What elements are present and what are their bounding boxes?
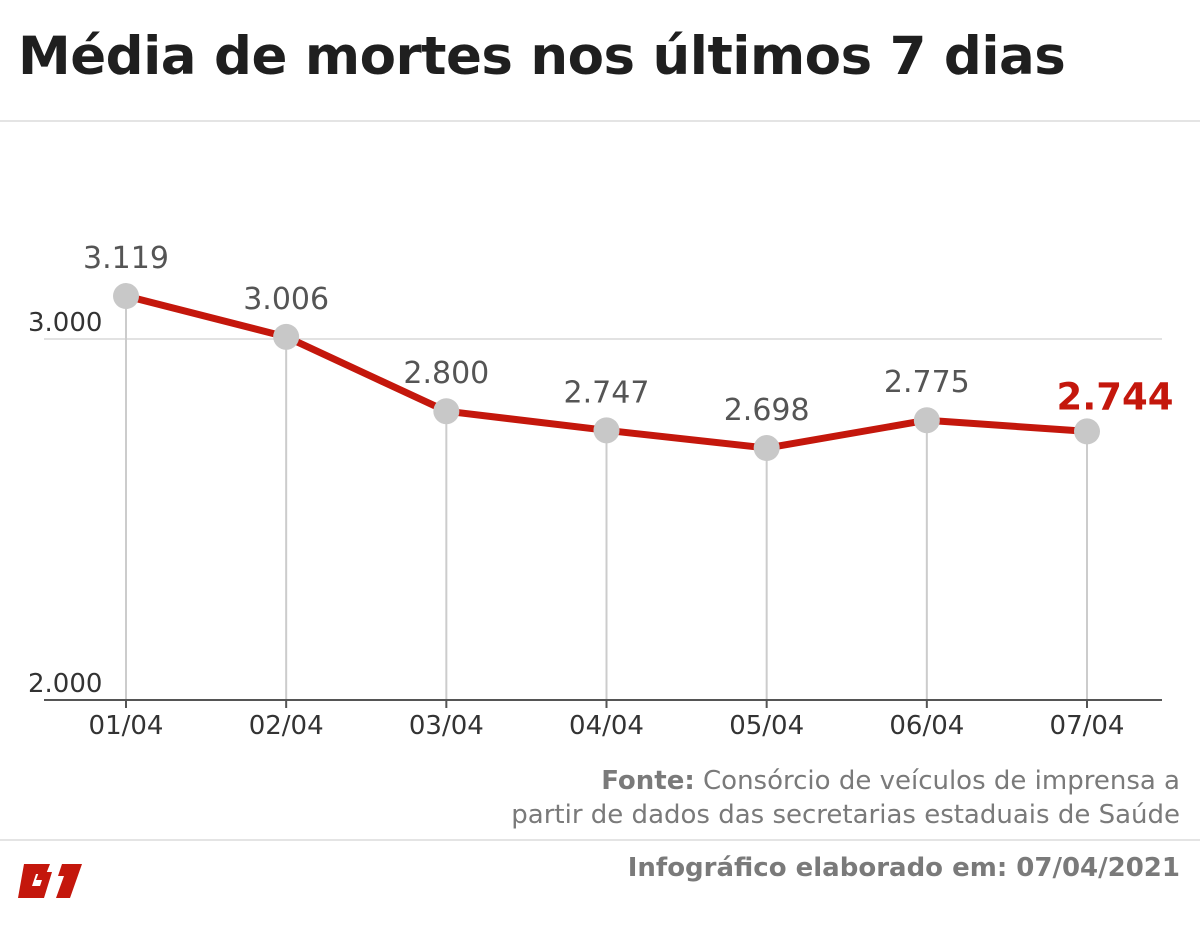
source-label: Fonte: (601, 766, 695, 796)
y-tick-label: 2.000 (28, 669, 102, 699)
x-tick-label: 01/04 (89, 711, 164, 741)
x-tick-label: 05/04 (729, 711, 804, 741)
data-label: 3.006 (243, 282, 329, 317)
x-tick-label: 07/04 (1050, 711, 1125, 741)
axes: 2.000 3.000 01/04 02/04 03/04 04/04 05/04 06/04… (28, 308, 1162, 741)
x-tick-label: 06/04 (889, 711, 964, 741)
credit-text: Infográfico elaborado em: 07/04/2021 (627, 853, 1180, 883)
data-label: 2.747 (564, 375, 650, 410)
data-label: 2.698 (724, 393, 810, 428)
x-tick-label: 03/04 (409, 711, 484, 741)
title-divider (0, 120, 1200, 122)
source-text-line2: partir de dados das secretarias estaduai… (511, 800, 1180, 830)
data-label: 2.800 (403, 356, 489, 391)
data-points (113, 283, 1100, 462)
footer-divider (0, 839, 1200, 841)
g1-logo-icon (18, 864, 82, 898)
data-point (113, 283, 139, 310)
data-point (273, 323, 300, 350)
x-tick-label: 02/04 (249, 711, 324, 741)
data-point (433, 398, 460, 425)
source-text-line1: Consórcio de veículos de imprensa a (694, 766, 1180, 796)
data-label: 3.119 (83, 241, 169, 276)
data-labels: 3.119 3.006 2.800 2.747 2.698 2.775 2.744 (83, 241, 1173, 428)
chart-title: Média de mortes nos últimos 7 dias (18, 26, 1066, 87)
source-note: Fonte: Consórcio de veículos de imprensa… (511, 764, 1180, 832)
data-label-highlight: 2.744 (1056, 375, 1173, 418)
data-point (1074, 418, 1100, 445)
data-label: 2.775 (884, 365, 970, 400)
gridlines (44, 296, 1162, 700)
x-tick-label: 04/04 (569, 711, 644, 741)
data-point (593, 417, 620, 444)
line-chart: 2.000 3.000 01/04 02/04 03/04 04/04 05/04 06/04… (28, 241, 1174, 741)
y-tick-label: 3.000 (28, 308, 102, 338)
data-point (913, 407, 940, 434)
data-point (753, 435, 780, 462)
